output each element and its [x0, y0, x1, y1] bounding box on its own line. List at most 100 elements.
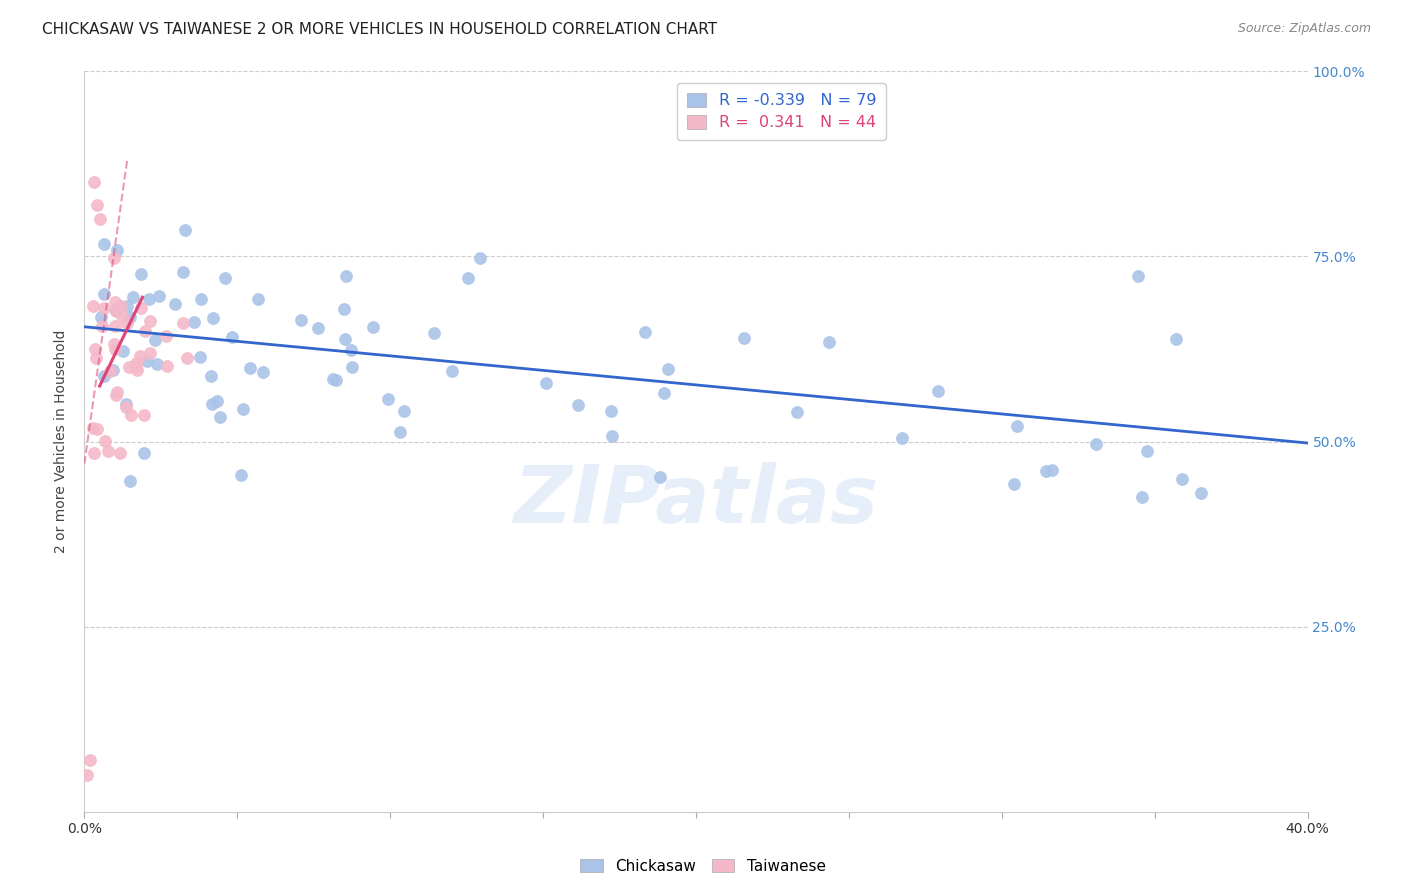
- Point: [1005, 418, 1028, 433]
- Point: [927, 384, 949, 398]
- Point: [332, 302, 354, 317]
- Point: [110, 298, 132, 312]
- Point: [335, 332, 357, 346]
- Point: [111, 344, 134, 359]
- Point: [1040, 463, 1063, 477]
- Point: [84, 351, 107, 365]
- Point: [1085, 437, 1108, 451]
- Point: [335, 269, 357, 284]
- Point: [148, 289, 170, 303]
- Point: [174, 223, 197, 237]
- Point: [322, 372, 344, 386]
- Point: [534, 376, 557, 391]
- Point: [117, 359, 139, 374]
- Point: [1136, 444, 1159, 458]
- Point: [221, 330, 243, 344]
- Point: [1189, 486, 1212, 500]
- Point: [93, 286, 115, 301]
- Text: ZIPatlas: ZIPatlas: [513, 462, 879, 540]
- Point: [115, 397, 138, 411]
- Point: [239, 361, 262, 376]
- Point: [121, 289, 143, 303]
- Point: [94, 434, 117, 448]
- Point: [89, 212, 111, 227]
- Point: [392, 404, 415, 418]
- Point: [325, 373, 347, 387]
- Point: [232, 402, 254, 417]
- Point: [440, 364, 463, 378]
- Point: [93, 236, 115, 251]
- Point: [229, 467, 252, 482]
- Point: [90, 318, 112, 333]
- Point: [208, 409, 231, 424]
- Point: [84, 342, 107, 356]
- Point: [120, 474, 142, 488]
- Point: [1171, 472, 1194, 486]
- Point: [104, 304, 127, 318]
- Point: [104, 343, 127, 357]
- Point: [1128, 268, 1150, 283]
- Point: [1166, 332, 1188, 346]
- Point: [104, 318, 127, 333]
- Point: [105, 388, 128, 402]
- Point: [247, 292, 270, 306]
- Point: [93, 369, 115, 384]
- Point: [290, 313, 312, 327]
- Point: [97, 443, 120, 458]
- Point: [129, 301, 152, 315]
- Point: [340, 343, 363, 357]
- Point: [188, 350, 211, 364]
- Point: [176, 351, 198, 365]
- Point: [86, 197, 108, 211]
- Point: [600, 428, 623, 442]
- Point: [361, 320, 384, 334]
- Point: [388, 425, 411, 440]
- Point: [138, 314, 160, 328]
- Point: [103, 336, 125, 351]
- Point: [202, 310, 225, 325]
- Point: [172, 316, 194, 330]
- Point: [567, 398, 589, 412]
- Point: [98, 364, 121, 378]
- Point: [377, 392, 399, 406]
- Y-axis label: 2 or more Vehicles in Household: 2 or more Vehicles in Household: [55, 330, 69, 553]
- Point: [138, 292, 160, 306]
- Point: [201, 397, 224, 411]
- Point: [120, 310, 142, 324]
- Point: [120, 408, 142, 422]
- Point: [139, 346, 162, 360]
- Point: [190, 292, 212, 306]
- Point: [104, 294, 127, 309]
- Point: [156, 359, 179, 373]
- Point: [818, 334, 841, 349]
- Point: [86, 422, 108, 436]
- Point: [115, 317, 138, 331]
- Point: [786, 405, 808, 419]
- Point: [634, 325, 657, 339]
- Point: [1035, 464, 1057, 478]
- Point: [134, 408, 156, 422]
- Point: [105, 243, 128, 257]
- Point: [83, 175, 105, 190]
- Point: [308, 320, 330, 334]
- Point: [134, 324, 156, 338]
- Point: [165, 297, 187, 311]
- Point: [652, 386, 675, 401]
- Point: [890, 431, 912, 445]
- Point: [105, 384, 128, 399]
- Text: Source: ZipAtlas.com: Source: ZipAtlas.com: [1237, 22, 1371, 36]
- Point: [468, 251, 491, 265]
- Legend: R = -0.339   N = 79, R =  0.341   N = 44: R = -0.339 N = 79, R = 0.341 N = 44: [678, 83, 886, 140]
- Point: [172, 265, 194, 279]
- Text: CHICKASAW VS TAIWANESE 2 OR MORE VEHICLES IN HOUSEHOLD CORRELATION CHART: CHICKASAW VS TAIWANESE 2 OR MORE VEHICLE…: [42, 22, 717, 37]
- Point: [125, 363, 148, 377]
- Point: [205, 393, 228, 408]
- Point: [93, 301, 115, 316]
- Point: [129, 268, 152, 282]
- Point: [79, 753, 101, 767]
- Point: [114, 401, 136, 415]
- Point: [145, 357, 167, 371]
- Point: [183, 315, 205, 329]
- Point: [457, 271, 479, 285]
- Point: [82, 421, 104, 435]
